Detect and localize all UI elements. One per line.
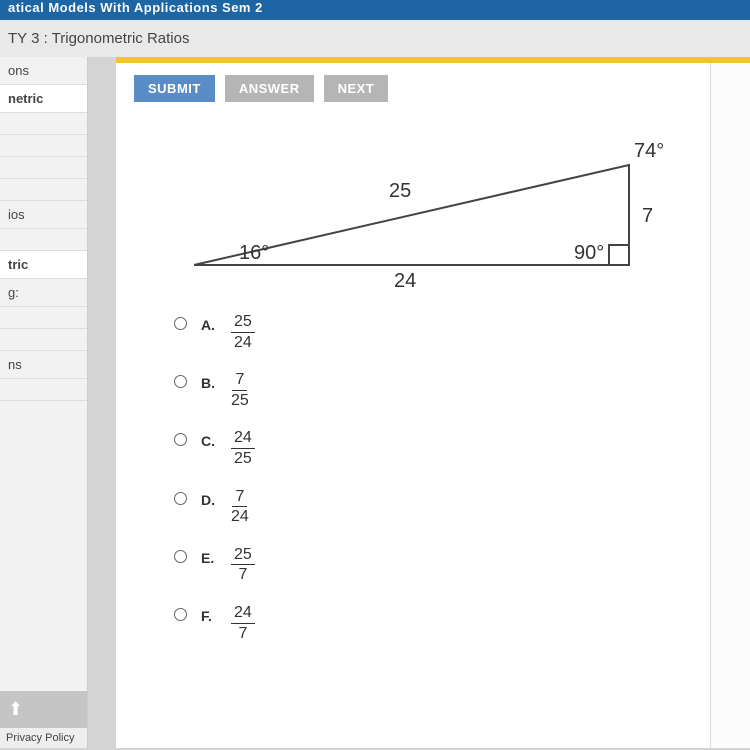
radio-icon[interactable] bbox=[174, 317, 187, 330]
scroll-up-icon[interactable]: ⬆ bbox=[8, 699, 23, 720]
option-f[interactable]: F. 24 7 bbox=[174, 604, 732, 642]
sidebar-item[interactable] bbox=[0, 135, 87, 157]
sidebar-item[interactable] bbox=[0, 157, 87, 179]
side-top-label: 25 bbox=[389, 180, 411, 203]
content-panel: SUBMIT ANSWER NEXT 16° 74° 90° 25 7 24 A… bbox=[116, 57, 750, 748]
radio-icon[interactable] bbox=[174, 433, 187, 446]
sidebar-item[interactable]: g: bbox=[0, 279, 87, 307]
angle-left-label: 16° bbox=[239, 242, 269, 265]
sidebar-footer: ⬆ bbox=[0, 691, 87, 728]
sidebar-item[interactable] bbox=[0, 329, 87, 351]
option-letter: E. bbox=[201, 550, 217, 566]
breadcrumb-text: TY 3 : Trigonometric Ratios bbox=[8, 30, 189, 47]
option-fraction: 25 7 bbox=[231, 546, 255, 584]
layout-gap bbox=[88, 57, 116, 748]
option-fraction: 7 24 bbox=[231, 488, 249, 526]
breadcrumb: TY 3 : Trigonometric Ratios bbox=[0, 20, 750, 57]
option-letter: F. bbox=[201, 608, 217, 624]
right-gutter bbox=[710, 63, 750, 748]
sidebar-item[interactable] bbox=[0, 113, 87, 135]
option-letter: A. bbox=[201, 317, 217, 333]
option-letter: D. bbox=[201, 492, 217, 508]
radio-icon[interactable] bbox=[174, 550, 187, 563]
angle-top-label: 74° bbox=[634, 140, 664, 163]
sidebar-item[interactable] bbox=[0, 379, 87, 401]
option-fraction: 25 24 bbox=[231, 313, 255, 351]
sidebar: ons netric ios tric g: ns ⬆ Privacy Poli… bbox=[0, 57, 88, 748]
sidebar-item[interactable] bbox=[0, 229, 87, 251]
radio-icon[interactable] bbox=[174, 492, 187, 505]
side-bottom-label: 24 bbox=[394, 270, 416, 293]
option-letter: B. bbox=[201, 375, 217, 391]
option-c[interactable]: C. 24 25 bbox=[174, 429, 732, 467]
option-fraction: 7 25 bbox=[231, 371, 249, 409]
next-button[interactable]: NEXT bbox=[324, 75, 389, 102]
main-layout: ons netric ios tric g: ns ⬆ Privacy Poli… bbox=[0, 57, 750, 748]
sidebar-item[interactable]: tric bbox=[0, 251, 87, 279]
sidebar-item[interactable]: ios bbox=[0, 201, 87, 229]
angle-right-label: 90° bbox=[574, 242, 604, 265]
option-e[interactable]: E. 25 7 bbox=[174, 546, 732, 584]
privacy-link[interactable]: Privacy Policy bbox=[0, 728, 87, 748]
sidebar-item[interactable] bbox=[0, 307, 87, 329]
option-fraction: 24 25 bbox=[231, 429, 255, 467]
option-a[interactable]: A. 25 24 bbox=[174, 313, 732, 351]
right-angle-box bbox=[609, 245, 629, 265]
answer-button[interactable]: ANSWER bbox=[225, 75, 314, 102]
radio-icon[interactable] bbox=[174, 375, 187, 388]
radio-icon[interactable] bbox=[174, 608, 187, 621]
sidebar-item[interactable] bbox=[0, 179, 87, 201]
triangle-svg bbox=[134, 110, 694, 295]
option-b[interactable]: B. 7 25 bbox=[174, 371, 732, 409]
triangle-diagram: 16° 74° 90° 25 7 24 bbox=[134, 110, 694, 295]
course-header: atical Models With Applications Sem 2 bbox=[0, 0, 750, 20]
option-letter: C. bbox=[201, 433, 217, 449]
answer-options: A. 25 24 B. 7 25 C. 24 25 bbox=[174, 313, 732, 642]
option-d[interactable]: D. 7 24 bbox=[174, 488, 732, 526]
sidebar-item[interactable]: ons bbox=[0, 57, 87, 85]
side-right-label: 7 bbox=[642, 205, 653, 228]
sidebar-item[interactable]: netric bbox=[0, 85, 87, 113]
option-fraction: 24 7 bbox=[231, 604, 255, 642]
action-buttons: SUBMIT ANSWER NEXT bbox=[134, 75, 732, 102]
course-title: atical Models With Applications Sem 2 bbox=[8, 0, 263, 15]
submit-button[interactable]: SUBMIT bbox=[134, 75, 215, 102]
sidebar-item[interactable]: ns bbox=[0, 351, 87, 379]
